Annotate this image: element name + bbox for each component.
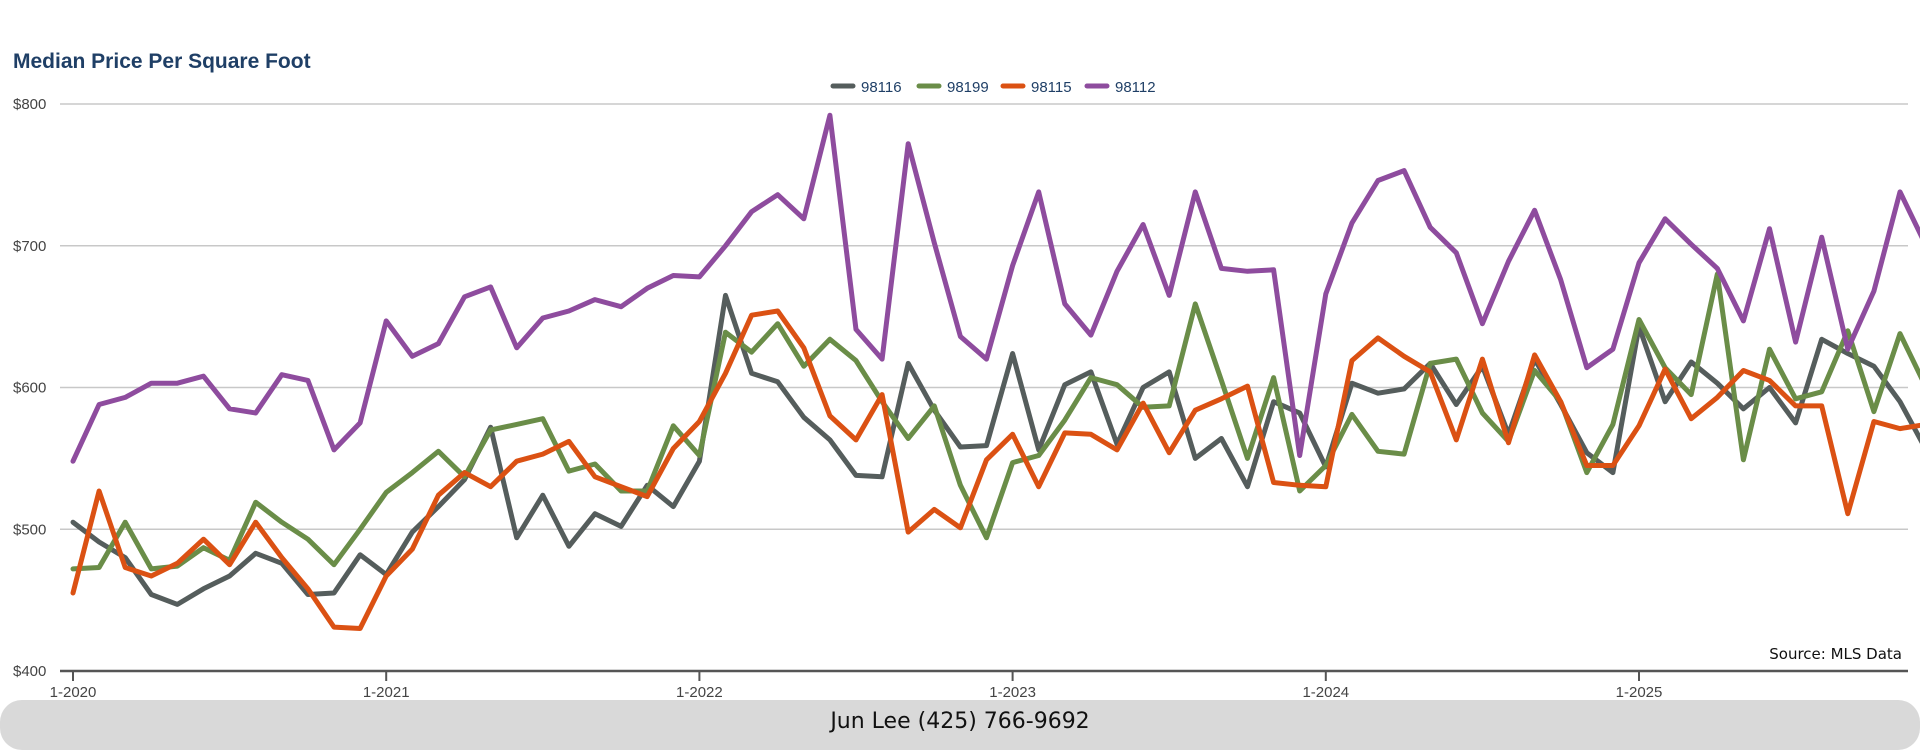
chart-title: Median Price Per Square Foot — [13, 50, 311, 73]
y-tick-label: $700 — [13, 238, 46, 255]
x-tick-label: 1-2021 — [363, 684, 410, 700]
legend-label: 98115 — [1031, 79, 1072, 96]
footer-bar: Jun Lee (425) 766-9692 — [0, 700, 1920, 750]
legend-label: 98116 — [861, 79, 902, 96]
series-line-98116 — [70, 292, 1920, 607]
chart-series — [70, 112, 1920, 631]
line-chart: Median Price Per Square Foot $400 $500 $60… — [13, 50, 1920, 700]
legend-label: 98112 — [1115, 79, 1156, 96]
x-tick-label: 1-2024 — [1302, 684, 1349, 700]
y-tick-label: $400 — [13, 663, 46, 680]
y-tick-label: $500 — [13, 521, 46, 538]
x-tick-label: 1-2025 — [1616, 684, 1663, 700]
chart-legend[interactable]: 98116 98199 98115 98112 — [830, 79, 1156, 96]
y-tick-label: $800 — [13, 96, 46, 113]
legend-item-98115[interactable]: 98115 — [1000, 79, 1072, 96]
x-tick-label: 1-2020 — [50, 684, 97, 700]
legend-item-98199[interactable]: 98199 — [916, 79, 989, 96]
legend-item-98116[interactable]: 98116 — [830, 79, 902, 96]
series-line-98112 — [70, 112, 1920, 464]
legend-item-98112[interactable]: 98112 — [1084, 79, 1156, 96]
x-tick-label: 1-2023 — [989, 684, 1036, 700]
legend-label: 98199 — [947, 79, 989, 96]
series-line-98115 — [70, 308, 1920, 631]
y-tick-label: $600 — [13, 380, 46, 397]
source-note: Source: MLS Data — [1769, 645, 1902, 663]
x-tick-label: 1-2022 — [676, 684, 723, 700]
x-axis: 1-2020 1-2021 1-2022 1-2023 1-2024 1-2025 — [50, 669, 1908, 700]
footer-contact: Jun Lee (425) 766-9692 — [830, 708, 1090, 734]
series-line-98199 — [70, 271, 1920, 572]
y-axis-labels: $400 $500 $600 $700 $800 — [13, 96, 46, 680]
